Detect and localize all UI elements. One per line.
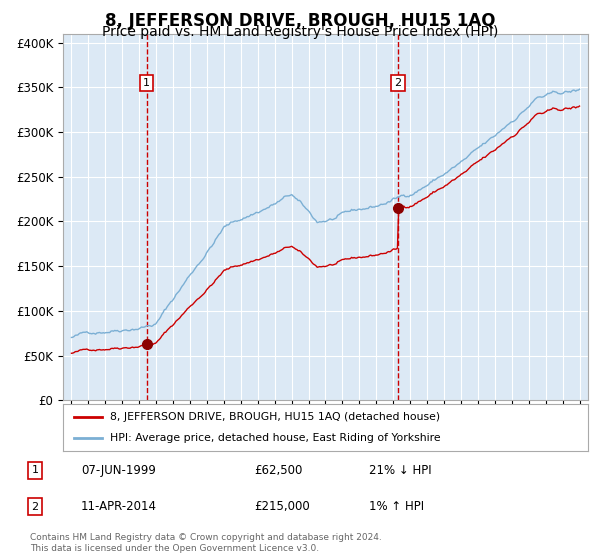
Text: £215,000: £215,000 xyxy=(254,500,310,513)
Text: 8, JEFFERSON DRIVE, BROUGH, HU15 1AQ (detached house): 8, JEFFERSON DRIVE, BROUGH, HU15 1AQ (de… xyxy=(110,412,440,422)
Text: 1% ↑ HPI: 1% ↑ HPI xyxy=(369,500,424,513)
Text: HPI: Average price, detached house, East Riding of Yorkshire: HPI: Average price, detached house, East… xyxy=(110,433,441,444)
Text: £62,500: £62,500 xyxy=(254,464,302,477)
Text: 8, JEFFERSON DRIVE, BROUGH, HU15 1AQ: 8, JEFFERSON DRIVE, BROUGH, HU15 1AQ xyxy=(105,12,495,30)
Text: 1: 1 xyxy=(143,78,150,88)
Text: Price paid vs. HM Land Registry's House Price Index (HPI): Price paid vs. HM Land Registry's House … xyxy=(102,25,498,39)
Text: 11-APR-2014: 11-APR-2014 xyxy=(81,500,157,513)
Text: 2: 2 xyxy=(394,78,401,88)
Text: 2: 2 xyxy=(31,502,38,511)
Text: 07-JUN-1999: 07-JUN-1999 xyxy=(81,464,156,477)
Text: 1: 1 xyxy=(32,465,38,475)
Text: 21% ↓ HPI: 21% ↓ HPI xyxy=(369,464,432,477)
Text: Contains HM Land Registry data © Crown copyright and database right 2024.
This d: Contains HM Land Registry data © Crown c… xyxy=(30,533,382,553)
